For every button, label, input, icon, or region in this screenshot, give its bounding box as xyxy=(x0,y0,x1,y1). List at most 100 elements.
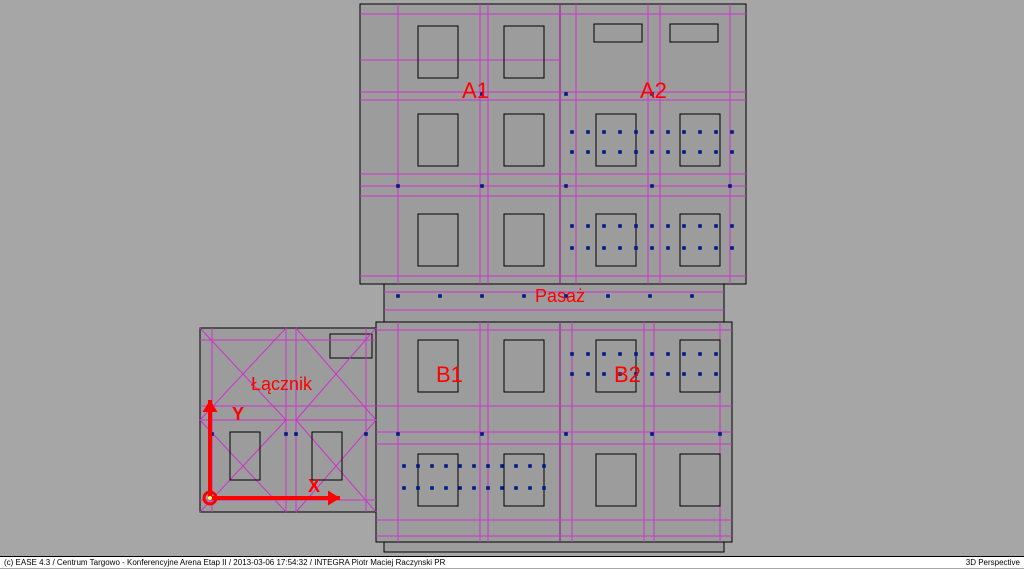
axis-origin-dot xyxy=(208,496,212,500)
marker-point xyxy=(730,224,734,228)
marker-point xyxy=(650,246,654,250)
marker-point xyxy=(714,352,718,356)
marker-point xyxy=(586,130,590,134)
label-pasaż: Pasaż xyxy=(535,286,585,306)
marker-point xyxy=(500,464,504,468)
marker-point xyxy=(714,150,718,154)
marker-point xyxy=(416,486,420,490)
label-b1: B1 xyxy=(436,362,463,387)
marker-point xyxy=(570,372,574,376)
status-bar: (c) EASE 4.3 / Centrum Targowo - Konfere… xyxy=(0,556,1024,568)
marker-point xyxy=(430,486,434,490)
marker-point xyxy=(618,224,622,228)
marker-point xyxy=(728,184,732,188)
marker-point xyxy=(564,184,568,188)
marker-point xyxy=(682,246,686,250)
marker-point xyxy=(570,150,574,154)
marker-point xyxy=(396,432,400,436)
marker-point xyxy=(690,294,694,298)
marker-point xyxy=(570,352,574,356)
marker-point xyxy=(666,224,670,228)
marker-point xyxy=(472,464,476,468)
marker-point xyxy=(698,150,702,154)
marker-point xyxy=(602,224,606,228)
marker-point xyxy=(714,224,718,228)
marker-point xyxy=(730,130,734,134)
marker-point xyxy=(666,130,670,134)
marker-point xyxy=(294,432,298,436)
marker-point xyxy=(364,432,368,436)
label-b2: B2 xyxy=(614,362,641,387)
marker-point xyxy=(458,464,462,468)
marker-point xyxy=(682,150,686,154)
marker-point xyxy=(402,464,406,468)
marker-point xyxy=(618,352,622,356)
marker-point xyxy=(542,486,546,490)
marker-point xyxy=(396,184,400,188)
marker-point xyxy=(586,246,590,250)
marker-point xyxy=(480,294,484,298)
marker-point xyxy=(586,150,590,154)
marker-point xyxy=(602,352,606,356)
marker-point xyxy=(666,372,670,376)
label-y: Y xyxy=(232,404,244,424)
marker-point xyxy=(528,486,532,490)
marker-point xyxy=(564,432,568,436)
marker-point xyxy=(634,352,638,356)
marker-point xyxy=(602,246,606,250)
drawing-viewport[interactable]: A1A2PasażŁącznikB1B2YX xyxy=(0,0,1024,556)
marker-point xyxy=(666,150,670,154)
marker-point xyxy=(618,246,622,250)
marker-point xyxy=(666,352,670,356)
marker-point xyxy=(682,352,686,356)
marker-point xyxy=(650,372,654,376)
marker-point xyxy=(284,432,288,436)
marker-point xyxy=(438,294,442,298)
marker-point xyxy=(606,294,610,298)
marker-point xyxy=(682,130,686,134)
label-x: X xyxy=(308,476,320,496)
marker-point xyxy=(618,150,622,154)
marker-point xyxy=(698,224,702,228)
marker-point xyxy=(416,464,420,468)
marker-point xyxy=(634,130,638,134)
marker-point xyxy=(396,294,400,298)
marker-point xyxy=(618,130,622,134)
marker-point xyxy=(730,150,734,154)
marker-point xyxy=(698,372,702,376)
marker-point xyxy=(458,486,462,490)
marker-point xyxy=(718,432,722,436)
marker-point xyxy=(650,224,654,228)
marker-point xyxy=(586,352,590,356)
marker-point xyxy=(480,432,484,436)
status-left: (c) EASE 4.3 / Centrum Targowo - Konfere… xyxy=(4,557,445,568)
marker-point xyxy=(698,130,702,134)
marker-point xyxy=(486,486,490,490)
marker-point xyxy=(522,294,526,298)
marker-point xyxy=(602,130,606,134)
marker-point xyxy=(650,352,654,356)
marker-point xyxy=(528,464,532,468)
marker-point xyxy=(402,486,406,490)
marker-point xyxy=(714,130,718,134)
marker-point xyxy=(698,246,702,250)
marker-point xyxy=(714,372,718,376)
marker-point xyxy=(602,150,606,154)
marker-point xyxy=(650,130,654,134)
marker-point xyxy=(486,464,490,468)
marker-point xyxy=(602,372,606,376)
marker-point xyxy=(586,372,590,376)
marker-point xyxy=(514,486,518,490)
marker-point xyxy=(634,224,638,228)
marker-point xyxy=(444,486,448,490)
marker-point xyxy=(480,184,484,188)
marker-point xyxy=(730,246,734,250)
marker-point xyxy=(666,246,670,250)
marker-point xyxy=(634,246,638,250)
marker-point xyxy=(586,224,590,228)
marker-point xyxy=(564,92,568,96)
marker-point xyxy=(650,150,654,154)
marker-point xyxy=(714,246,718,250)
marker-point xyxy=(682,372,686,376)
marker-point xyxy=(430,464,434,468)
